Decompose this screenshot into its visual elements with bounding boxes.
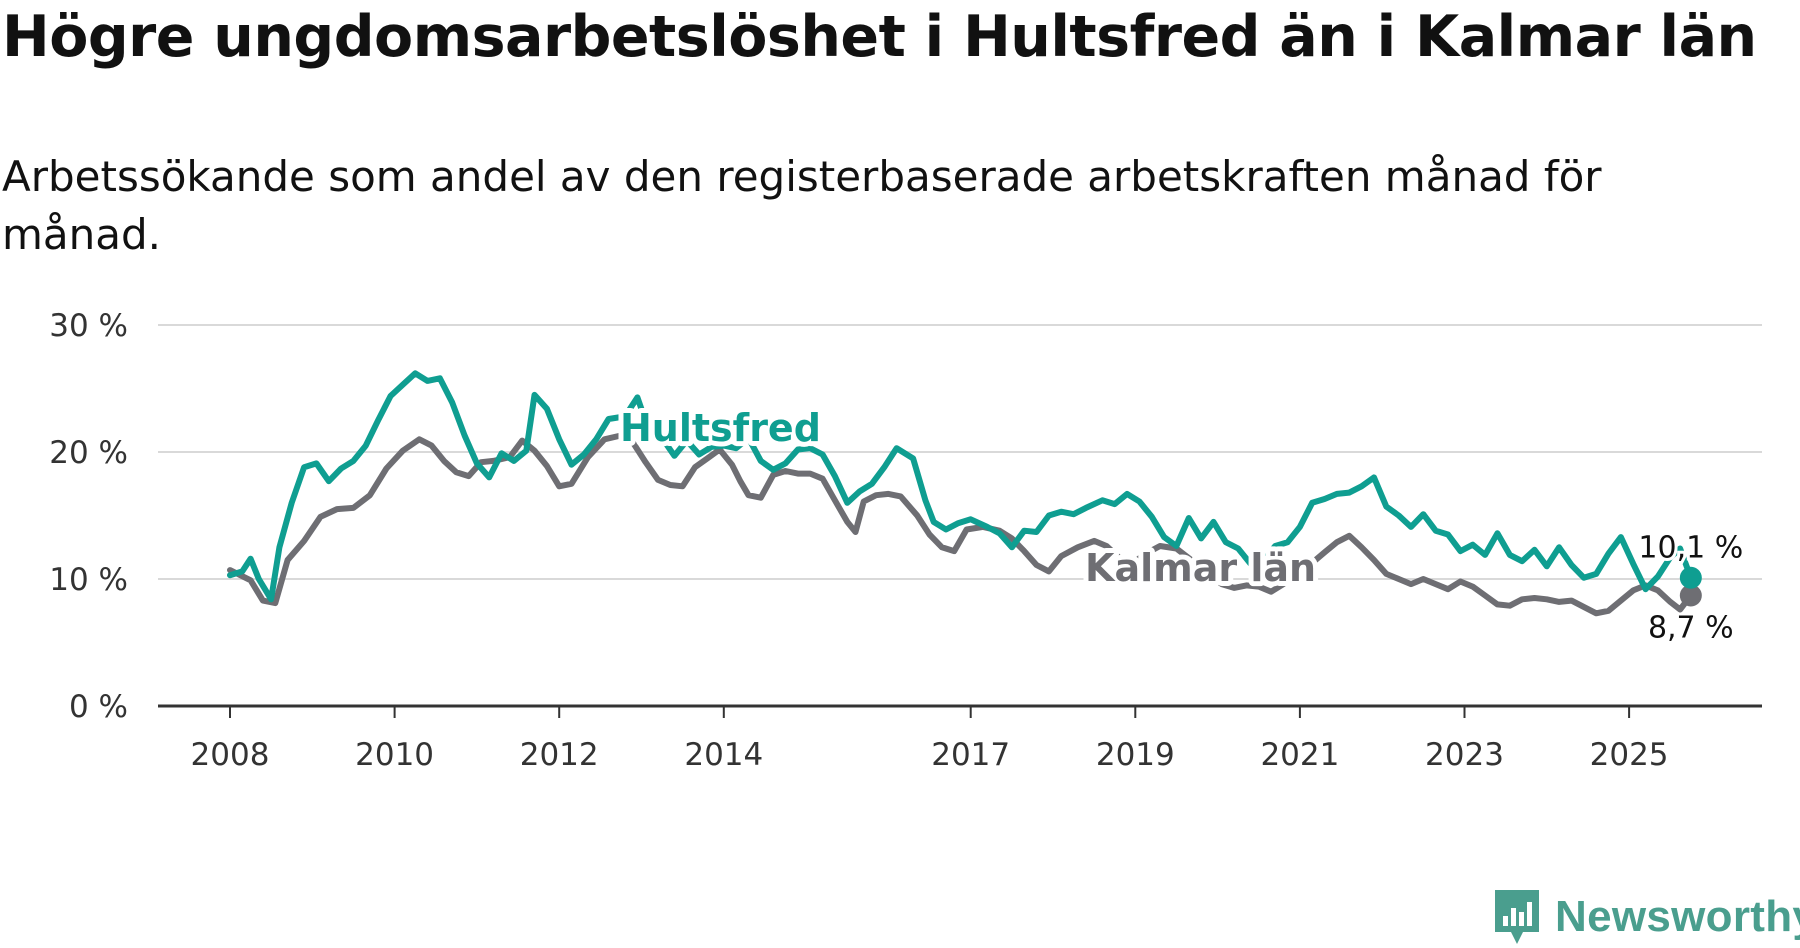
y-tick-label: 10 % xyxy=(49,562,128,598)
end-point-hultsfred xyxy=(1679,566,1702,589)
grid-lines xyxy=(158,324,1762,580)
series-labels: Kalmar län Hultsfred xyxy=(615,401,1321,595)
x-tick-label: 2019 xyxy=(1096,737,1175,773)
series-label-hultsfred: Hultsfred xyxy=(620,406,821,450)
x-tick-label: 2021 xyxy=(1260,737,1339,773)
x-tick-label: 2010 xyxy=(355,737,434,773)
y-tick-label: 30 % xyxy=(49,308,128,344)
series-label-kalmar-lan: Kalmar län xyxy=(1085,546,1316,590)
x-tick-label: 2023 xyxy=(1425,737,1504,773)
end-value-label-hultsfred: 10,1 % xyxy=(1638,531,1743,566)
y-tick-label: 0 % xyxy=(69,689,128,725)
newsworthy-logo-icon xyxy=(1495,890,1539,944)
series-line-hultsfred xyxy=(227,370,1694,603)
x-tick-label: 2017 xyxy=(931,737,1010,773)
x-tick-label: 2012 xyxy=(520,737,599,773)
page-title: Högre ungdomsarbetslöshet i Hultsfred än… xyxy=(2,4,1757,70)
end-value-label-kalmar-lan: 8,7 % xyxy=(1648,611,1734,646)
series-lines xyxy=(227,370,1694,617)
page-subtitle: Arbetssökande som andel av den registerb… xyxy=(2,152,1602,259)
x-tick-label: 2008 xyxy=(191,737,270,773)
y-tick-label: 20 % xyxy=(49,435,128,471)
end-point-kalmar-lan xyxy=(1679,584,1702,607)
brand-logo: Newsworthy xyxy=(1493,888,1800,946)
end-markers: 8,7 % 10,1 % xyxy=(1635,528,1746,649)
brand-name: Newsworthy xyxy=(1555,892,1800,941)
y-axis-ticks: 0 % 10 % 20 % 30 % xyxy=(49,308,128,725)
x-axis-ticks: 2008 2010 2012 2014 2017 2019 2021 2023 2025 xyxy=(191,706,1669,773)
x-tick-label: 2025 xyxy=(1590,737,1669,773)
x-tick-label: 2014 xyxy=(684,737,763,773)
